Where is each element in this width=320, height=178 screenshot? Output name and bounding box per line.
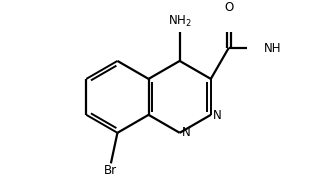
Text: N: N bbox=[182, 126, 190, 139]
Text: N: N bbox=[213, 109, 221, 122]
Text: NH: NH bbox=[264, 42, 281, 55]
Text: Br: Br bbox=[104, 164, 117, 177]
Text: O: O bbox=[224, 1, 233, 14]
Text: NH$_2$: NH$_2$ bbox=[168, 14, 192, 29]
